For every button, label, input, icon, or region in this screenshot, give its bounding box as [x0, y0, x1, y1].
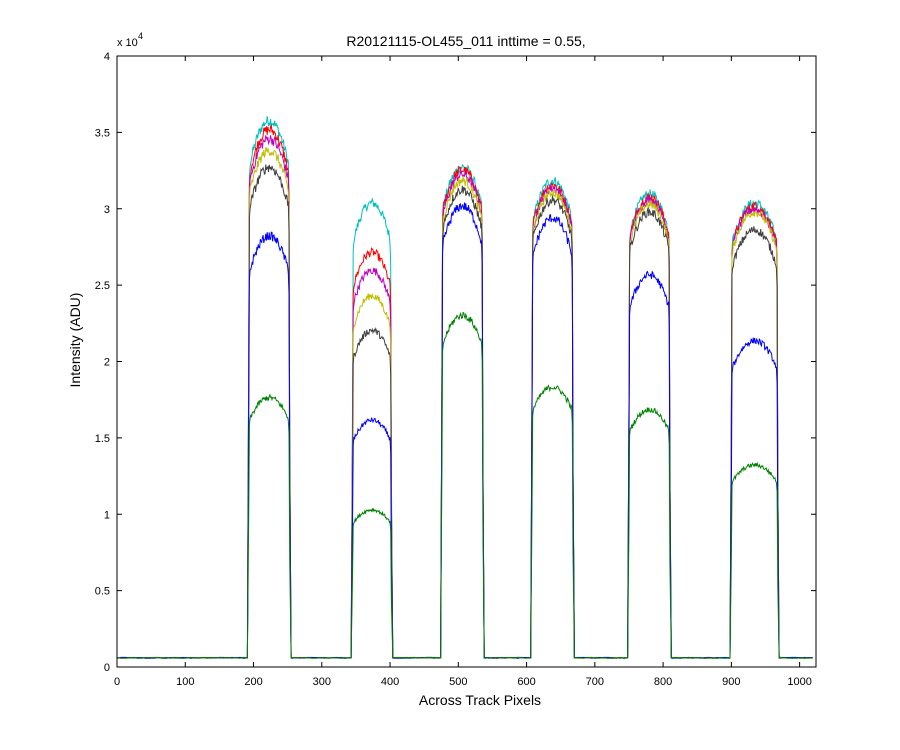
- x-tick-label: 1000: [787, 676, 811, 688]
- x-tick-label: 700: [586, 676, 604, 688]
- y-axis-label: Intensity (ADU): [67, 293, 83, 388]
- x-tick-label: 300: [313, 676, 331, 688]
- x-tick-label: 200: [244, 676, 262, 688]
- chart-title: R20121115-OL455_011 inttime = 0.55,: [346, 33, 585, 49]
- y-axis-ticks: 0 0.5 1 1.5 2 2.5 3 3.5 4: [95, 51, 816, 674]
- y-tick-label: 2.5: [95, 280, 110, 292]
- x-tick-label: 400: [381, 676, 399, 688]
- x-tick-label: 900: [722, 676, 740, 688]
- y-tick-label: 3.5: [95, 127, 110, 139]
- plot-area-background: [117, 56, 816, 667]
- x-axis-ticks: 0 100 200 300 400 500 600 700 800 900 1000: [114, 56, 812, 688]
- x-tick-label: 600: [517, 676, 535, 688]
- y-tick-label: 1: [104, 509, 110, 521]
- x-axis-label: Across Track Pixels: [419, 692, 541, 708]
- series-line-7: [116, 311, 813, 659]
- y-exponent-label: x 10: [117, 37, 138, 49]
- y-tick-label: 0.5: [95, 586, 110, 598]
- series-layer: [116, 116, 813, 659]
- y-tick-label: 2: [104, 357, 110, 369]
- y-tick-label: 3: [104, 204, 110, 216]
- y-tick-label: 4: [104, 51, 110, 63]
- y-tick-label: 0: [104, 662, 110, 674]
- y-exponent-power: 4: [138, 31, 143, 41]
- x-tick-label: 800: [654, 676, 672, 688]
- x-tick-label: 100: [176, 676, 194, 688]
- x-tick-label: 0: [114, 676, 120, 688]
- x-tick-label: 500: [449, 676, 467, 688]
- y-tick-label: 1.5: [95, 433, 110, 445]
